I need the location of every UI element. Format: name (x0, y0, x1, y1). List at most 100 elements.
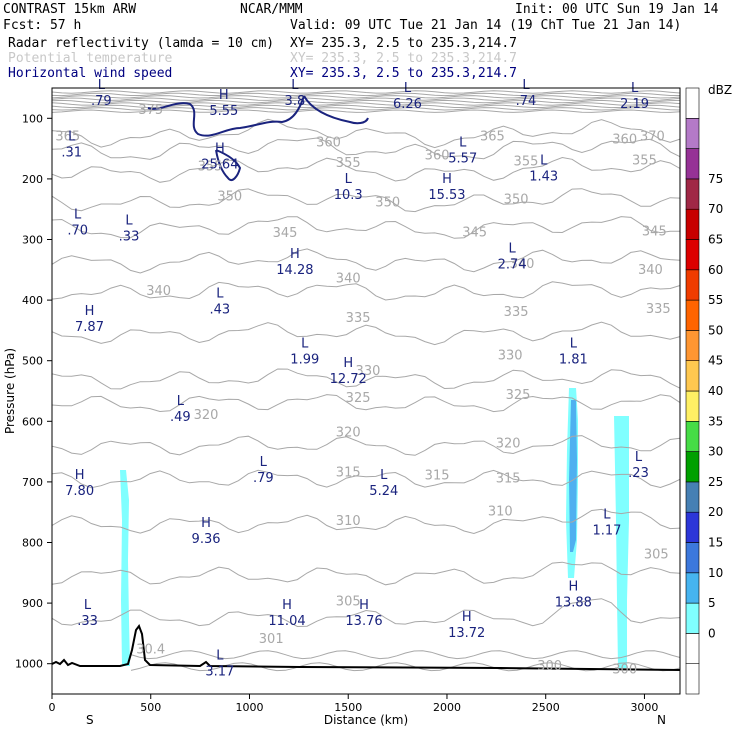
wind-extremum-type: L (522, 78, 530, 93)
y-axis-label: Pressure (hPa) (3, 348, 17, 434)
reflectivity-area (614, 416, 629, 668)
theta-contour-label: 375 (138, 103, 163, 118)
wind-extremum-type: H (290, 247, 300, 262)
theta-contour (130, 650, 681, 660)
theta-contour (51, 99, 681, 104)
wind-extremum-type: H (568, 580, 578, 595)
valid-time: Valid: 09 UTC Tue 21 Jan 14 (19 ChT Tue … (290, 18, 681, 33)
wind-extremum: H7.87 (75, 304, 104, 335)
wind-extremum-value: 13.72 (448, 626, 485, 641)
colorbar-level-label: 55 (708, 293, 723, 307)
y-tick-label: 300 (22, 234, 43, 247)
terrain-layer (51, 623, 681, 671)
theta-contour-label: 365 (55, 129, 80, 144)
wind-extremum-value: 7.87 (75, 320, 104, 335)
wind-extremum: H15.53 (428, 172, 465, 203)
wind-extremum: L.74 (516, 78, 537, 109)
wind-extremum-type: H (462, 610, 472, 625)
theta-contour (51, 97, 681, 101)
wind-extremum-type: H (282, 598, 292, 613)
wind-extremum: H14.28 (276, 247, 313, 278)
wind-extremum-value: .49 (170, 410, 191, 425)
theta-contour (51, 102, 681, 106)
wind-extremum-value: 6.26 (393, 97, 422, 112)
theta-contour-label: 335 (346, 311, 371, 326)
colorbar-level-label: 40 (708, 384, 723, 398)
colorbar-level-label: 30 (708, 445, 723, 459)
wind-extremum-value: 5.57 (448, 151, 477, 166)
wind-extremum-value: 3.17 (205, 665, 234, 680)
wind-extremum-value: 1.81 (559, 353, 588, 368)
colorbar-level-label: 60 (708, 263, 723, 277)
wind-extremum-value: .43 (210, 302, 231, 317)
theta-contour-label: 325 (506, 388, 531, 403)
theta-contour-label: 365 (480, 129, 505, 144)
theta-contour (51, 394, 681, 413)
theta-contour-label: 340 (510, 257, 535, 272)
wind-extremum-type: H (343, 356, 353, 371)
wind-extremum-type: L (459, 135, 467, 150)
theta-contour-label: 315 (425, 469, 450, 484)
wind-extremum-value: .33 (77, 614, 98, 629)
theta-contour (51, 188, 681, 213)
wind-extremum: L.70 (67, 208, 88, 239)
colorbar-swatch (685, 542, 700, 574)
theta-contour (51, 216, 680, 239)
colorbar-level-label: 10 (708, 566, 723, 580)
wind-extremum-value: .79 (253, 471, 274, 486)
y-tick-label: 400 (22, 294, 43, 307)
theta-contour (51, 469, 681, 489)
field-xy-theta: XY= 235.3, 2.5 to 235.3,214.7 (290, 51, 517, 66)
colorbar-level-label: 50 (708, 323, 723, 337)
colorbar-swatch (685, 299, 700, 331)
theta-contour (51, 598, 681, 628)
y-tick-label: 600 (22, 415, 43, 428)
y-tick-label: 800 (22, 537, 43, 550)
wind-extremum: L.31 (61, 129, 82, 160)
theta-contour (51, 104, 681, 109)
theta-contour-label: 355 (632, 154, 657, 169)
theta-contour (51, 435, 681, 456)
colorbar-swatch (685, 633, 700, 665)
wind-speed-contour (147, 95, 369, 182)
theta-contour-layer (51, 90, 681, 672)
theta-contour-label: 310 (488, 504, 513, 519)
wind-extremum: L3.17 (205, 649, 234, 680)
x-axis: 0 500 1000 1500 2000 2500 3000 (49, 694, 658, 714)
wind-extremum-type: L (98, 78, 106, 93)
terrain-line (51, 623, 681, 671)
forecast-hour: Fcst: 57 h (3, 18, 81, 33)
wind-extremum: L2.19 (620, 81, 649, 112)
x-tick-label: 2500 (532, 701, 560, 714)
wind-extremum: H7.80 (65, 468, 94, 499)
colorbar-swatch (685, 602, 700, 634)
theta-contour-label: 310 (336, 514, 361, 529)
wind-extremum-value: 9.36 (192, 532, 221, 547)
field-xy-reflectivity: XY= 235.3, 2.5 to 235.3,214.7 (290, 36, 517, 51)
wind-extremum-value: .70 (67, 224, 88, 239)
wind-extremum-type: H (75, 468, 85, 483)
wind-extremum-type: L (540, 154, 548, 169)
wind-extremum-value: 2.74 (498, 257, 527, 272)
colorbar-swatch (685, 663, 700, 695)
plot-frame (51, 87, 681, 695)
theta-contour-label: 315 (336, 466, 361, 481)
wind-extremum: H5.55 (209, 88, 238, 119)
theta-contour-label: 345 (273, 226, 298, 241)
theta-contour (51, 368, 681, 390)
theta-contour-label: 320 (336, 426, 361, 441)
wind-extremum-type: L (125, 214, 133, 229)
theta-contour (51, 281, 681, 301)
y-tick-label: 700 (22, 476, 43, 489)
theta-contour-label: 370 (640, 129, 665, 144)
theta-contour (51, 109, 681, 113)
wind-extremum-value: 14.28 (276, 263, 313, 278)
wind-extremum-type: L (345, 172, 353, 187)
theta-contour-label: 300 (537, 659, 562, 674)
wind-extremum: L.33 (77, 598, 98, 629)
colorbar-level-label: 15 (708, 536, 723, 550)
wind-extremum: L1.43 (529, 154, 558, 185)
wind-extremum-value: 5.55 (209, 104, 238, 119)
